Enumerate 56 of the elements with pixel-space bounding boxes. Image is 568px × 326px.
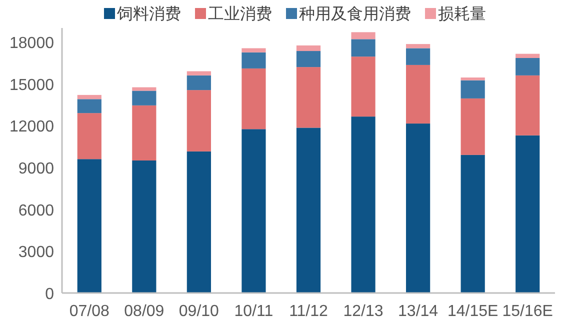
bar [242, 68, 266, 130]
bar [516, 58, 540, 76]
y-tick-label: 12000 [10, 118, 54, 136]
bar [460, 80, 485, 98]
bar [406, 48, 430, 65]
bar [77, 99, 102, 114]
bar [460, 98, 485, 155]
bar [351, 56, 376, 117]
bar [132, 160, 156, 293]
bar [406, 124, 430, 293]
y-tick-label: 3000 [18, 244, 54, 262]
x-tick-label: 09/10 [178, 303, 220, 320]
bar [132, 87, 156, 91]
legend-label: 饲料消费 [116, 5, 181, 23]
bar [351, 116, 376, 293]
bar [186, 75, 211, 90]
x-tick-label: 08/09 [124, 303, 164, 320]
bar [296, 51, 321, 68]
bar [296, 128, 321, 293]
bar [77, 159, 102, 293]
x-tick-label: 13/14 [398, 303, 438, 320]
legend-label: 工业消费 [208, 5, 272, 23]
bar [242, 129, 266, 293]
bar [186, 151, 211, 293]
bar [77, 94, 102, 100]
bar [406, 44, 430, 48]
bar [460, 78, 485, 80]
y-tick-label: 9000 [18, 160, 54, 178]
y-tick-label: 6000 [18, 202, 54, 220]
bar [296, 45, 321, 52]
bar [460, 154, 485, 293]
bar [242, 48, 266, 52]
y-tick-label: 18000 [10, 34, 54, 52]
y-tick-label: 15000 [10, 76, 54, 94]
bar [351, 32, 376, 40]
bar [296, 67, 321, 128]
x-tick-label: 10/11 [234, 303, 274, 320]
x-tick-label: 11/12 [289, 303, 328, 320]
bar [516, 54, 540, 58]
x-tick-label: 14/15E [447, 303, 498, 320]
bar [351, 39, 376, 57]
bar [516, 75, 540, 136]
bar [77, 113, 102, 160]
x-tick-label: 12/13 [343, 303, 384, 320]
x-tick-label: 15/16E [502, 303, 553, 320]
legend-label: 损耗量 [438, 5, 486, 23]
bar [132, 90, 156, 106]
bar [132, 105, 156, 160]
bar [186, 90, 211, 152]
bar [242, 52, 266, 68]
legend-label: 种用及食用消费 [299, 5, 411, 23]
bar [186, 71, 211, 76]
bar [516, 135, 540, 293]
x-tick-label: 07/08 [69, 303, 110, 320]
bar [406, 64, 430, 124]
y-tick-label: 0 [45, 286, 54, 303]
